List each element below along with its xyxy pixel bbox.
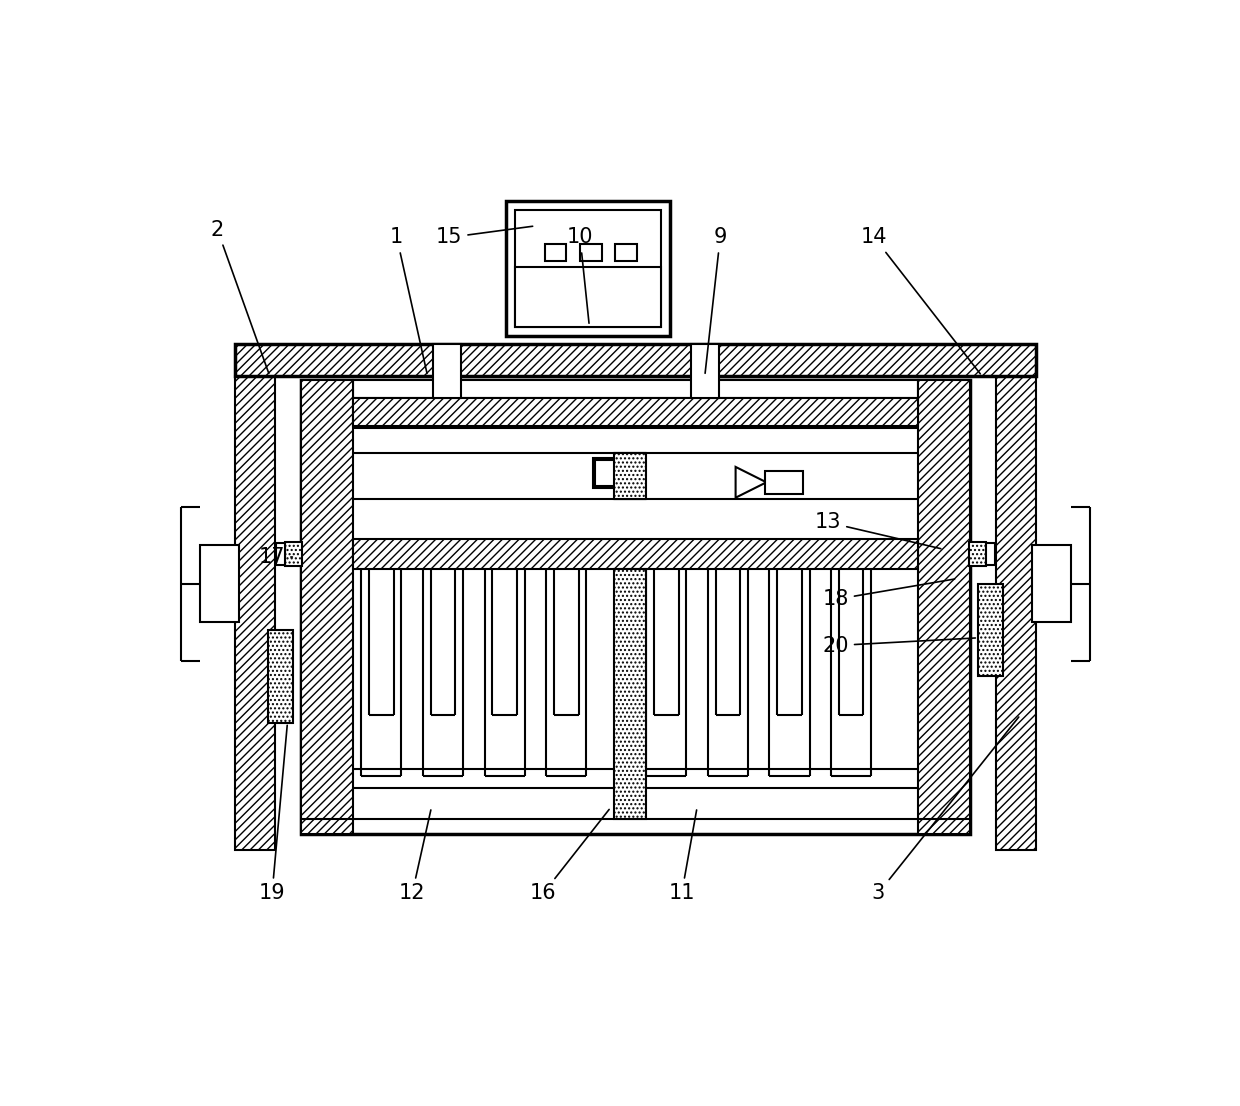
Bar	[300, 379, 971, 834]
Bar	[277, 543, 285, 565]
Text: 12: 12	[399, 810, 430, 904]
Polygon shape	[735, 467, 766, 498]
Bar	[595, 460, 621, 487]
Bar	[353, 540, 918, 568]
Bar	[968, 542, 986, 566]
Bar	[986, 543, 994, 565]
Bar	[580, 244, 601, 261]
Bar	[614, 568, 646, 818]
Bar	[516, 268, 661, 326]
Bar	[353, 397, 918, 426]
Bar	[1032, 545, 1070, 623]
Text: 13: 13	[815, 512, 941, 549]
Bar	[433, 344, 461, 397]
Bar	[918, 379, 971, 834]
Text: 18: 18	[822, 580, 955, 609]
Text: 3: 3	[872, 717, 1019, 904]
Text: 17: 17	[259, 547, 293, 567]
Bar	[285, 542, 303, 566]
Bar	[614, 453, 646, 499]
Bar	[765, 471, 804, 494]
Text: 9: 9	[706, 228, 727, 374]
Text: 10: 10	[567, 228, 593, 323]
Bar	[691, 344, 719, 397]
Bar	[506, 201, 670, 336]
Bar	[353, 379, 918, 397]
Text: 16: 16	[529, 810, 609, 904]
Text: 15: 15	[436, 227, 533, 248]
Bar	[544, 244, 567, 261]
Bar	[236, 344, 1035, 376]
Bar	[516, 210, 661, 326]
Bar	[268, 630, 293, 722]
Bar	[996, 376, 1035, 849]
Text: 14: 14	[861, 228, 981, 374]
Text: 11: 11	[668, 810, 697, 904]
Text: 19: 19	[259, 726, 288, 904]
Bar	[300, 379, 353, 834]
Bar	[201, 545, 239, 623]
Bar	[978, 584, 1003, 677]
Text: 20: 20	[822, 636, 976, 656]
Text: 2: 2	[211, 220, 269, 374]
Bar	[593, 458, 622, 488]
Bar	[615, 244, 637, 261]
Text: 1: 1	[391, 228, 427, 374]
Bar	[236, 376, 275, 849]
